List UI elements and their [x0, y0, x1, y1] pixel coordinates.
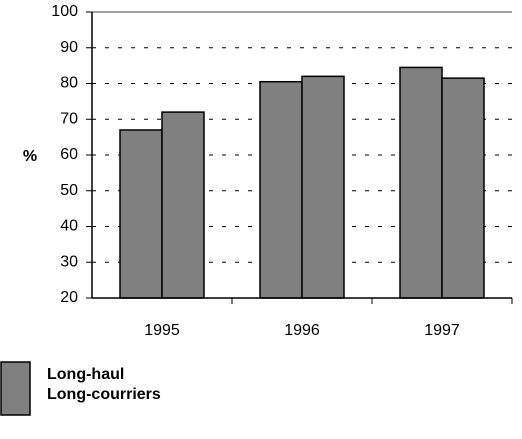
bar [301, 75, 345, 299]
y-tick-label: 50 [60, 182, 78, 199]
y-axis-label: % [23, 148, 37, 165]
bar [119, 129, 163, 299]
y-tick-label: 90 [60, 39, 78, 56]
y-tick-label: 80 [60, 75, 78, 92]
x-tick-label: 1996 [284, 322, 320, 339]
x-tick-label: 1997 [424, 322, 460, 339]
bar [441, 77, 485, 299]
y-tick-label: 30 [60, 253, 78, 270]
y-tick-label: 70 [60, 110, 78, 127]
y-tick-label: 100 [51, 3, 78, 20]
y-tick-label: 20 [60, 289, 78, 306]
bar [399, 66, 443, 299]
legend-label: Long-haul [47, 366, 124, 383]
y-tick-label: 60 [60, 146, 78, 163]
y-tick-label: 40 [60, 218, 78, 235]
legend-swatch [0, 361, 31, 416]
bar [259, 80, 303, 299]
x-tick-label: 1995 [144, 322, 180, 339]
legend-label: Long-courriers [47, 386, 161, 403]
bar [161, 111, 205, 299]
